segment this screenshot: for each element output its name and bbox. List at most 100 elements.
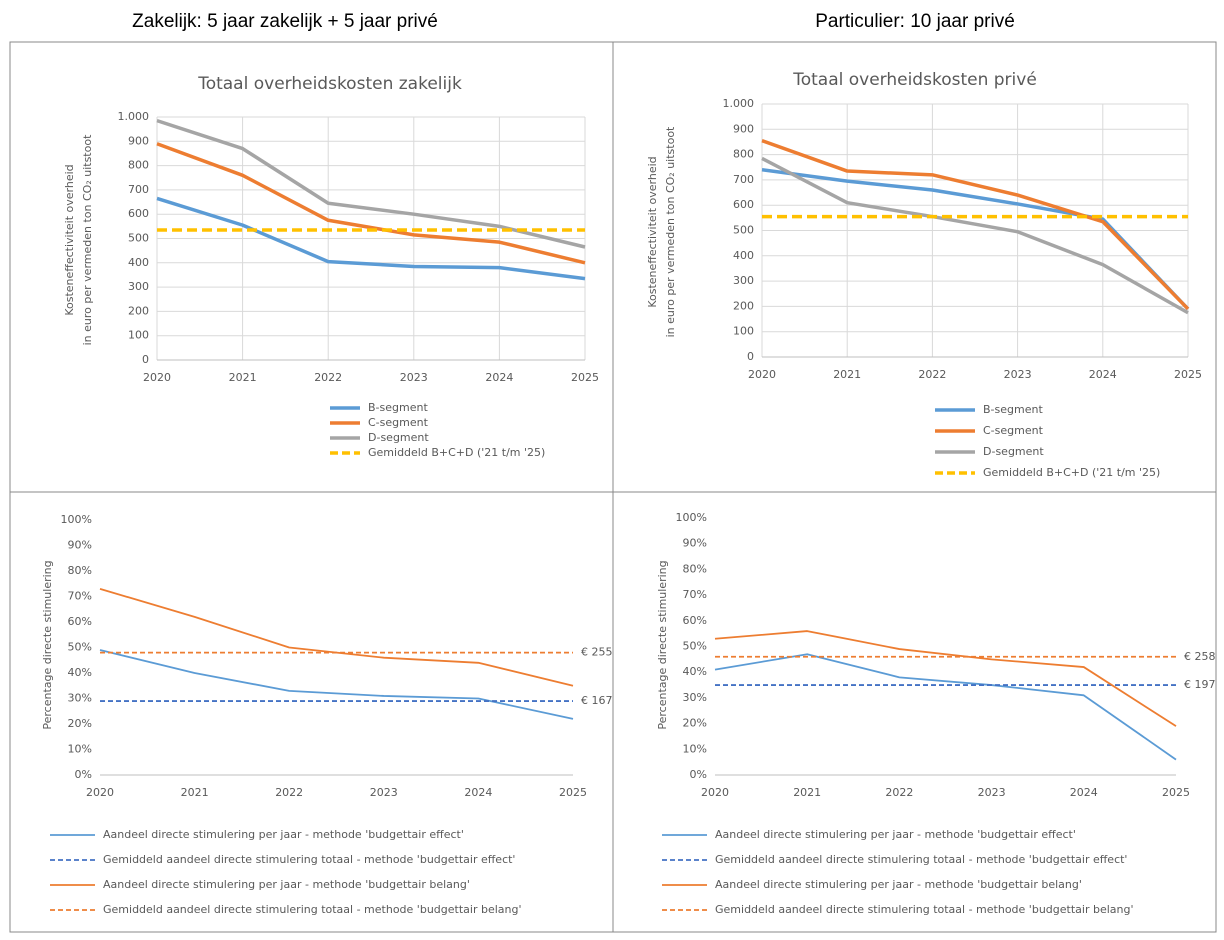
column-header: Particulier: 10 jaar privé — [815, 11, 1015, 32]
end-label: € 258 — [1184, 650, 1216, 663]
end-label: € 255 — [581, 646, 613, 659]
y-tick-label: 20% — [683, 717, 707, 730]
x-tick-label: 2024 — [485, 371, 513, 384]
y-tick-label: 90% — [683, 537, 707, 550]
x-tick-label: 2022 — [885, 786, 913, 799]
chart-title: Totaal overheidskosten privé — [792, 70, 1037, 90]
legend-label: B-segment — [368, 401, 428, 414]
end-label: € 167 — [581, 694, 613, 707]
legend-label: D-segment — [368, 431, 429, 444]
legend-label: Aandeel directe stimulering per jaar - m… — [103, 828, 464, 841]
y-tick-label: 400 — [128, 256, 149, 269]
y-tick-label: 10% — [68, 743, 92, 756]
y-tick-label: 80% — [683, 562, 707, 575]
y-tick-label: 800 — [733, 148, 754, 161]
y-tick-label: 900 — [733, 122, 754, 135]
y-tick-label: 700 — [128, 183, 149, 196]
x-tick-label: 2021 — [833, 368, 861, 381]
series-line — [156, 142, 586, 265]
series-line — [156, 118, 586, 249]
y-tick-label: 1.000 — [118, 110, 150, 123]
x-tick-label: 2020 — [701, 786, 729, 799]
series-line — [714, 630, 1177, 727]
legend-label: Gemiddeld aandeel directe stimulering to… — [715, 853, 1127, 866]
y-tick-label: 80% — [68, 564, 92, 577]
y-tick-label: 600 — [128, 207, 149, 220]
y-tick-label: 30% — [683, 691, 707, 704]
x-tick-label: 2023 — [370, 786, 398, 799]
x-tick-label: 2023 — [1004, 368, 1032, 381]
column-header: Zakelijk: 5 jaar zakelijk + 5 jaar privé — [132, 11, 438, 32]
x-tick-label: 2021 — [793, 786, 821, 799]
legend-label: D-segment — [983, 445, 1044, 458]
y-tick-label: 0 — [747, 350, 754, 363]
y-tick-label: 200 — [733, 299, 754, 312]
legend-label: Gemiddeld aandeel directe stimulering to… — [103, 853, 515, 866]
legend-label: Gemiddeld B+C+D ('21 t/m '25) — [983, 466, 1160, 479]
y-tick-label: 0 — [142, 353, 149, 366]
y-tick-label: 500 — [128, 232, 149, 245]
y-tick-label: 10% — [683, 742, 707, 755]
y-tick-label: 300 — [128, 280, 149, 293]
y-tick-label: 70% — [68, 590, 92, 603]
legend-label: Aandeel directe stimulering per jaar - m… — [715, 828, 1076, 841]
y-axis-label: in euro per vermeden ton CO₂ uitstoot — [81, 134, 94, 345]
x-tick-label: 2023 — [400, 371, 428, 384]
legend-label: C-segment — [983, 424, 1044, 437]
legend-label: Gemiddeld B+C+D ('21 t/m '25) — [368, 446, 545, 459]
y-tick-label: 30% — [68, 692, 92, 705]
x-tick-label: 2021 — [229, 371, 257, 384]
legend-label: C-segment — [368, 416, 429, 429]
y-tick-label: 0% — [690, 768, 707, 781]
y-tick-label: 20% — [68, 717, 92, 730]
series-line — [714, 653, 1177, 761]
x-tick-label: 2024 — [1070, 786, 1098, 799]
y-tick-label: 200 — [128, 304, 149, 317]
y-tick-label: 60% — [683, 614, 707, 627]
y-tick-label: 90% — [68, 539, 92, 552]
y-axis-label: Percentage directe stimulering — [41, 560, 54, 729]
x-tick-label: 2025 — [571, 371, 599, 384]
y-tick-label: 0% — [75, 768, 92, 781]
y-tick-label: 100% — [61, 513, 92, 526]
y-tick-label: 70% — [683, 588, 707, 601]
y-tick-label: 500 — [733, 224, 754, 237]
x-tick-label: 2022 — [275, 786, 303, 799]
y-tick-label: 50% — [68, 641, 92, 654]
x-tick-label: 2025 — [1162, 786, 1190, 799]
y-tick-label: 700 — [733, 173, 754, 186]
y-tick-label: 40% — [683, 665, 707, 678]
y-tick-label: 1.000 — [723, 97, 755, 110]
y-tick-label: 100% — [676, 511, 707, 524]
y-tick-label: 900 — [128, 134, 149, 147]
series-line — [761, 156, 1189, 315]
y-tick-label: 60% — [68, 615, 92, 628]
y-tick-label: 600 — [733, 198, 754, 211]
y-axis-label: Percentage directe stimulering — [656, 560, 669, 729]
y-axis-label: Kosteneffectiviteit overheid — [646, 156, 659, 307]
chart-title: Totaal overheidskosten zakelijk — [197, 74, 462, 94]
x-tick-label: 2020 — [143, 371, 171, 384]
x-tick-label: 2020 — [748, 368, 776, 381]
legend-label: Gemiddeld aandeel directe stimulering to… — [103, 903, 521, 916]
x-tick-label: 2021 — [181, 786, 209, 799]
legend-label: Aandeel directe stimulering per jaar - m… — [715, 878, 1082, 891]
x-tick-label: 2024 — [464, 786, 492, 799]
y-tick-label: 400 — [733, 249, 754, 262]
series-line — [99, 587, 574, 687]
series-line — [156, 196, 586, 281]
y-axis-label: in euro per vermeden ton CO₂ uitstoot — [664, 126, 677, 337]
y-axis-label: Kosteneffectiviteit overheid — [63, 164, 76, 315]
y-tick-label: 300 — [733, 274, 754, 287]
x-tick-label: 2025 — [559, 786, 587, 799]
legend-label: Gemiddeld aandeel directe stimulering to… — [715, 903, 1133, 916]
y-tick-label: 100 — [733, 325, 754, 338]
x-tick-label: 2022 — [314, 371, 342, 384]
x-tick-label: 2023 — [978, 786, 1006, 799]
x-tick-label: 2024 — [1089, 368, 1117, 381]
y-tick-label: 800 — [128, 159, 149, 172]
series-line — [761, 139, 1190, 311]
x-tick-label: 2020 — [86, 786, 114, 799]
y-tick-label: 100 — [128, 329, 149, 342]
